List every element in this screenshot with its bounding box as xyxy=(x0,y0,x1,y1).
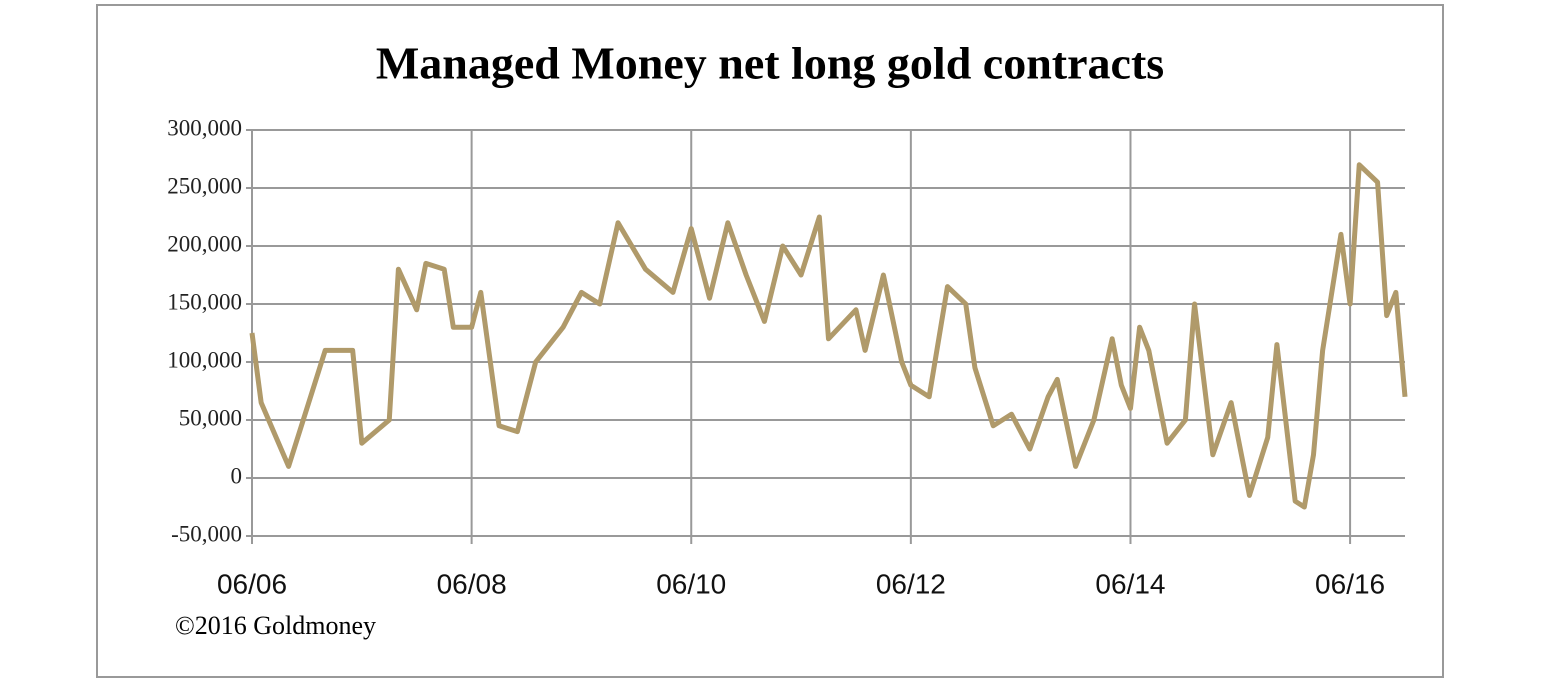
y-tick-label: 50,000 xyxy=(179,405,242,430)
y-tick-label: 250,000 xyxy=(167,173,242,198)
x-tick-label: 06/16 xyxy=(1315,568,1385,599)
data-line xyxy=(249,162,1408,510)
x-tick-label: 06/14 xyxy=(1095,568,1165,599)
y-tick-label: 150,000 xyxy=(167,289,242,314)
x-tick-label: 06/10 xyxy=(656,568,726,599)
x-tick-label: 06/08 xyxy=(437,568,507,599)
x-tick-label: 06/12 xyxy=(876,568,946,599)
y-tick-label: 0 xyxy=(231,463,243,488)
y-tick-label: 100,000 xyxy=(167,347,242,372)
x-tick-label: 06/06 xyxy=(217,568,287,599)
chart-title: Managed Money net long gold contracts xyxy=(376,38,1164,89)
frame xyxy=(96,4,1444,678)
copyright: ©2016 Goldmoney xyxy=(175,611,376,640)
y-tick-label: -50,000 xyxy=(171,521,242,546)
y-tick-label: 300,000 xyxy=(167,115,242,140)
y-tick-label: 200,000 xyxy=(167,231,242,256)
